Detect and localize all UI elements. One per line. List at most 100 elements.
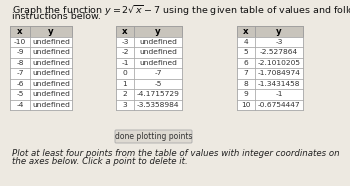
Bar xyxy=(30,36,72,47)
Bar xyxy=(255,68,303,78)
Text: done plotting points: done plotting points xyxy=(115,132,192,141)
Text: -1.3431458: -1.3431458 xyxy=(258,81,300,87)
Text: -7: -7 xyxy=(16,70,24,76)
Text: -7: -7 xyxy=(154,70,162,76)
Text: undefined: undefined xyxy=(32,70,70,76)
Bar xyxy=(134,89,182,100)
Bar xyxy=(116,89,134,100)
Text: -3: -3 xyxy=(121,39,129,45)
Bar xyxy=(30,57,72,68)
Text: 10: 10 xyxy=(241,102,251,108)
Bar xyxy=(255,89,303,100)
Text: -3: -3 xyxy=(275,39,283,45)
Text: undefined: undefined xyxy=(139,49,177,55)
Text: undefined: undefined xyxy=(32,91,70,97)
Text: 9: 9 xyxy=(244,91,248,97)
Text: 4: 4 xyxy=(244,39,248,45)
Bar xyxy=(255,47,303,57)
Bar xyxy=(237,26,303,110)
Text: -5: -5 xyxy=(154,81,162,87)
Text: undefined: undefined xyxy=(32,60,70,66)
Bar xyxy=(134,36,182,47)
Bar xyxy=(116,47,134,57)
Text: the axes below. Click a point to delete it.: the axes below. Click a point to delete … xyxy=(12,157,188,166)
Bar xyxy=(255,78,303,89)
Bar xyxy=(237,36,255,47)
Bar xyxy=(30,47,72,57)
Text: -1: -1 xyxy=(275,91,283,97)
Bar xyxy=(116,57,134,68)
Text: -10: -10 xyxy=(14,39,26,45)
Bar xyxy=(255,26,303,36)
Text: y: y xyxy=(48,27,54,36)
Text: -2.527864: -2.527864 xyxy=(260,49,298,55)
Bar xyxy=(134,47,182,57)
Text: undefined: undefined xyxy=(139,60,177,66)
Text: Plot at least four points from the table of values with integer coordinates on: Plot at least four points from the table… xyxy=(12,149,339,158)
Bar xyxy=(134,26,182,36)
Bar xyxy=(255,36,303,47)
Text: x: x xyxy=(122,27,128,36)
Text: x: x xyxy=(243,27,249,36)
Text: -9: -9 xyxy=(16,49,24,55)
Bar xyxy=(10,47,30,57)
Text: 0: 0 xyxy=(122,70,127,76)
Bar xyxy=(10,57,30,68)
Text: undefined: undefined xyxy=(32,49,70,55)
Text: -8: -8 xyxy=(16,60,24,66)
Bar xyxy=(30,78,72,89)
Text: 3: 3 xyxy=(123,102,127,108)
Text: undefined: undefined xyxy=(32,39,70,45)
Text: 8: 8 xyxy=(244,81,248,87)
Text: undefined: undefined xyxy=(32,81,70,87)
Bar xyxy=(237,26,255,36)
Text: 1: 1 xyxy=(122,81,127,87)
Text: x: x xyxy=(17,27,23,36)
Text: y: y xyxy=(276,27,282,36)
Bar xyxy=(134,78,182,89)
Text: 2: 2 xyxy=(122,91,127,97)
Text: 6: 6 xyxy=(244,60,248,66)
Bar xyxy=(10,100,30,110)
Text: Graph the function $y = 2\sqrt{x} - 7$ using the given table of values and follo: Graph the function $y = 2\sqrt{x} - 7$ u… xyxy=(12,3,350,17)
Text: -2: -2 xyxy=(121,49,129,55)
Text: undefined: undefined xyxy=(139,39,177,45)
Bar xyxy=(237,89,255,100)
Bar xyxy=(116,68,134,78)
Text: -3.5358984: -3.5358984 xyxy=(137,102,179,108)
Text: -4: -4 xyxy=(16,102,24,108)
FancyBboxPatch shape xyxy=(115,130,192,143)
Bar xyxy=(10,36,30,47)
Text: 5: 5 xyxy=(244,49,248,55)
Text: -6: -6 xyxy=(16,81,24,87)
Text: instructions below.: instructions below. xyxy=(12,12,101,21)
Bar xyxy=(30,100,72,110)
Text: -2.1010205: -2.1010205 xyxy=(258,60,301,66)
Bar xyxy=(134,57,182,68)
Bar xyxy=(237,57,255,68)
Bar xyxy=(10,68,30,78)
Bar xyxy=(134,100,182,110)
Bar xyxy=(237,100,255,110)
Bar xyxy=(255,57,303,68)
Bar xyxy=(30,89,72,100)
Text: 7: 7 xyxy=(244,70,248,76)
Bar xyxy=(116,100,134,110)
Bar xyxy=(10,89,30,100)
Bar xyxy=(116,26,134,36)
Text: y: y xyxy=(155,27,161,36)
Bar xyxy=(30,26,72,36)
Bar xyxy=(134,68,182,78)
Bar xyxy=(10,26,30,36)
Text: -5: -5 xyxy=(16,91,24,97)
Text: -1.7084974: -1.7084974 xyxy=(258,70,300,76)
Text: undefined: undefined xyxy=(32,102,70,108)
Bar xyxy=(237,78,255,89)
Bar xyxy=(116,26,182,110)
Text: -1: -1 xyxy=(121,60,129,66)
Text: -0.6754447: -0.6754447 xyxy=(258,102,300,108)
Bar xyxy=(237,68,255,78)
Bar xyxy=(237,47,255,57)
Bar xyxy=(255,100,303,110)
Bar xyxy=(10,78,30,89)
